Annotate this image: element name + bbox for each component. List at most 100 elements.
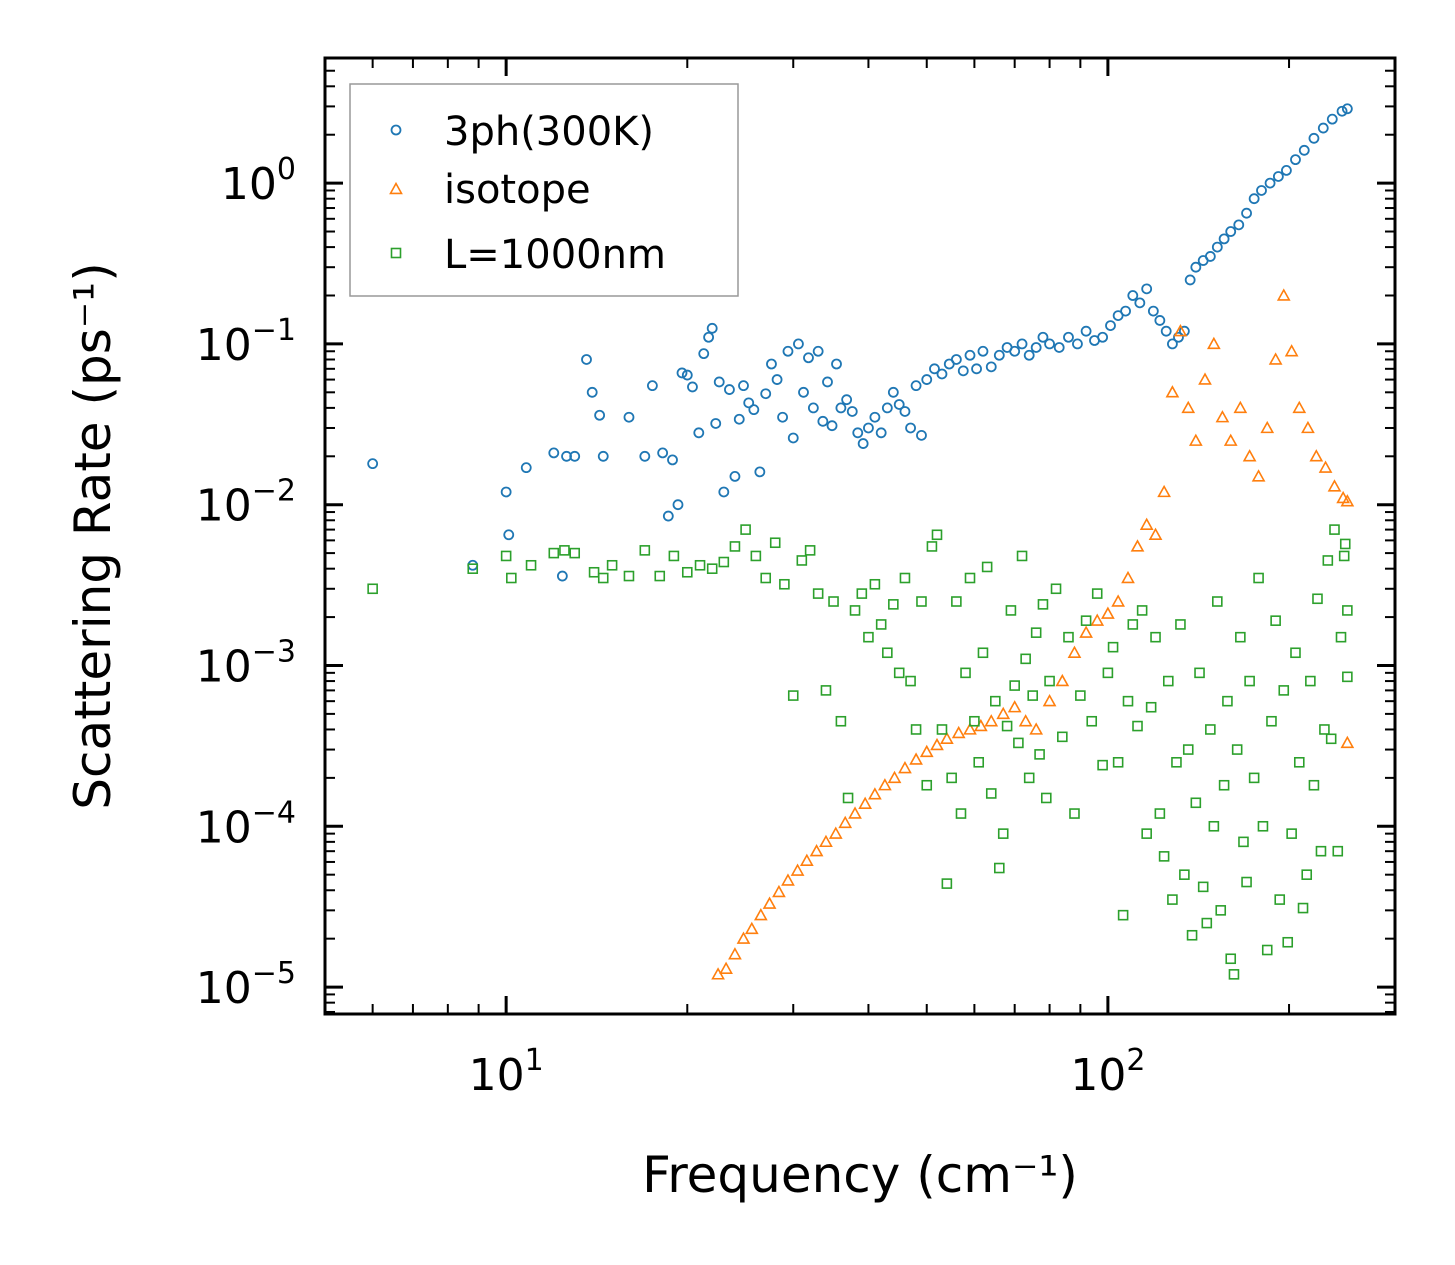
boundary-point [1179, 869, 1190, 880]
boundary-point [1241, 876, 1252, 888]
3ph-point [367, 458, 379, 470]
boundary-point [888, 599, 899, 610]
3ph-point [905, 422, 916, 434]
boundary-point [1075, 690, 1086, 701]
isotope-point [1101, 606, 1115, 619]
isotope-point [1327, 479, 1342, 492]
boundary-point [760, 572, 772, 584]
x-tick-label: 102 [1070, 1043, 1145, 1101]
boundary-point [1122, 695, 1134, 707]
boundary-point [828, 596, 839, 607]
isotope-point [1292, 400, 1307, 414]
3ph-point [993, 349, 1005, 361]
3ph-point [733, 413, 745, 425]
isotope-point [1029, 722, 1044, 735]
boundary-point [1266, 715, 1277, 727]
boundary-point [1293, 756, 1305, 768]
boundary-point [1186, 929, 1198, 941]
legend-marker-3ph [390, 124, 402, 136]
3ph-point [1336, 105, 1348, 117]
3ph-point [703, 331, 715, 343]
3ph-point [706, 322, 718, 334]
boundary-point [1261, 944, 1273, 956]
isotope-point [736, 931, 751, 944]
3ph-point [957, 365, 969, 377]
3ph-point [1173, 331, 1184, 343]
boundary-point [706, 563, 718, 574]
legend-markers [389, 124, 403, 259]
minor-ticks [324, 57, 1396, 1014]
y-axis-label: Scattering Rate (ps⁻¹) [64, 262, 122, 809]
isotope-point [1165, 385, 1180, 398]
boundary-point [1325, 733, 1337, 745]
boundary-point [1208, 820, 1220, 832]
3ph-point [1225, 226, 1237, 237]
boundary-point [1136, 605, 1148, 616]
boundary-point [842, 792, 854, 804]
boundary-point [856, 588, 868, 599]
boundary-point [951, 596, 962, 607]
3ph-point [1105, 320, 1116, 331]
boundary-point [910, 724, 922, 735]
y-tick-label: 10−4 [196, 795, 296, 853]
3ph-point [1063, 331, 1074, 343]
boundary-point [1305, 675, 1316, 687]
boundary-point [893, 667, 905, 679]
boundary-point [916, 596, 927, 607]
boundary-point [1127, 619, 1139, 630]
boundary-point [1342, 671, 1353, 683]
isotope-point [1121, 570, 1135, 584]
3ph-point [826, 420, 838, 432]
boundary-point [1297, 902, 1309, 914]
isotope-point [951, 725, 966, 739]
legend-box [349, 83, 739, 297]
boundary-point [1235, 631, 1246, 643]
isotope-point [1301, 420, 1315, 434]
boundary-point [863, 631, 874, 643]
boundary-point [1339, 538, 1351, 550]
3ph-point [1317, 122, 1329, 134]
isotope-point [1242, 449, 1257, 462]
boundary-point [787, 690, 799, 701]
3ph-point [921, 374, 933, 385]
boundary-point [1282, 936, 1294, 948]
isotope-point [762, 896, 777, 909]
boundary-point [1057, 731, 1068, 743]
boundary-point [1244, 675, 1255, 687]
3ph-point [1211, 241, 1223, 253]
boundary-point [1063, 631, 1074, 643]
3ph-point [556, 570, 568, 582]
boundary-point [1319, 724, 1330, 735]
isotope-point [1276, 288, 1291, 301]
boundary-point [1171, 756, 1182, 768]
3ph-point [929, 363, 940, 375]
boundary-point [1332, 845, 1344, 857]
boundary-point [931, 529, 943, 541]
boundary-point [1278, 685, 1290, 696]
boundary-point [849, 605, 861, 616]
3ph-point [681, 369, 693, 381]
boundary-point [750, 550, 762, 562]
boundary-point [994, 862, 1005, 874]
isotope-point [848, 806, 862, 819]
plot-frame [323, 56, 1397, 1016]
3ph-point [1023, 349, 1035, 361]
3ph-point [841, 394, 853, 406]
boundary-point [639, 545, 651, 556]
y-tick-labels: 100 10−1 10−2 10−3 10−4 10−5 [196, 152, 296, 1014]
boundary-point [1215, 905, 1227, 916]
boundary-point [718, 556, 730, 568]
isotope-point [1318, 460, 1333, 473]
y-tick-label: 10−2 [196, 474, 296, 532]
legend-label-boundary: L=1000nm [444, 232, 666, 278]
3ph-point [817, 415, 829, 427]
boundary-point [1301, 869, 1313, 880]
y-tick-label: 10−1 [196, 313, 296, 371]
3ph-point [899, 406, 911, 417]
3ph-point [657, 447, 669, 459]
boundary-point [1190, 797, 1202, 809]
3ph-point [623, 411, 635, 423]
boundary-point [804, 545, 816, 556]
boundary-point [467, 563, 479, 574]
3ph-point [893, 399, 905, 410]
